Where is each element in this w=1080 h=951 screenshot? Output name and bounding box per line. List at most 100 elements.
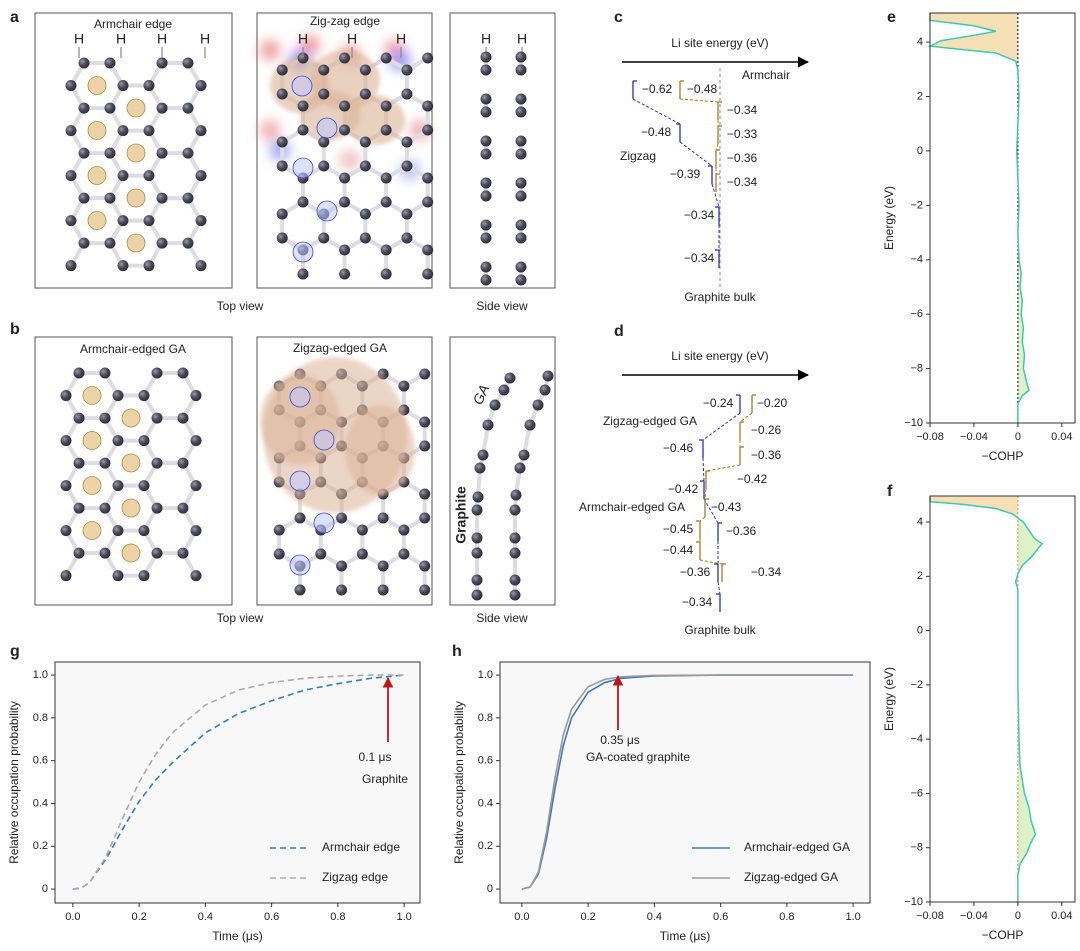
atom — [377, 512, 389, 524]
level-label: −0.34 — [751, 565, 782, 579]
atom — [515, 106, 527, 118]
atom — [104, 102, 116, 114]
y-axis-title: Relative occupation probability — [7, 701, 21, 864]
atom — [143, 170, 155, 182]
atom — [99, 502, 111, 514]
li-site — [87, 121, 107, 140]
li-site — [316, 117, 338, 139]
ga-label: GA — [469, 382, 492, 407]
level-label: −0.20 — [757, 396, 788, 410]
atom — [151, 412, 163, 424]
level-label: −0.36 — [726, 524, 757, 538]
atom — [471, 532, 483, 544]
atom — [195, 80, 207, 92]
atom — [151, 547, 163, 559]
atom — [422, 268, 434, 280]
y-tick-label: 1.0 — [33, 669, 48, 681]
x-axis-title: −COHP — [982, 449, 1024, 463]
level-link — [739, 412, 753, 423]
atom — [419, 584, 431, 596]
atom — [377, 584, 389, 596]
level-label: −0.34 — [684, 251, 715, 265]
atom — [177, 367, 189, 379]
atom — [190, 525, 202, 537]
atom — [380, 124, 392, 136]
x-tick-label: 0.6 — [264, 911, 279, 923]
li-site — [292, 157, 314, 179]
atom — [78, 57, 90, 69]
atom — [514, 462, 526, 474]
level-link — [702, 412, 741, 441]
y-tick-label: 0 — [42, 883, 48, 895]
legend-label: Armchair-edged GA — [744, 840, 850, 854]
atom — [401, 232, 413, 244]
atom — [73, 412, 85, 424]
legend-label: Zigzag edge — [322, 870, 388, 884]
atom — [112, 435, 124, 447]
li-site — [87, 211, 107, 230]
atom — [422, 196, 434, 208]
density-spot — [340, 150, 360, 170]
atom — [398, 548, 410, 560]
level-label: −0.24 — [703, 396, 734, 410]
atom — [339, 244, 351, 256]
li-site — [121, 408, 141, 428]
level-label: −0.48 — [687, 82, 718, 96]
level-link — [717, 581, 721, 595]
x-tick-label: 0.2 — [580, 911, 595, 923]
atom — [422, 172, 434, 184]
y-tick-label: −6 — [910, 787, 923, 799]
atom — [489, 399, 501, 411]
li-site — [289, 554, 311, 576]
atom — [117, 80, 129, 92]
y-tick-label: 0.6 — [478, 755, 493, 767]
atom — [532, 399, 544, 411]
atom — [359, 208, 371, 220]
atom — [65, 170, 77, 182]
li-site — [87, 76, 107, 95]
atom — [60, 435, 72, 447]
atom — [339, 124, 351, 136]
atom — [143, 260, 155, 272]
panel-label: g — [10, 643, 20, 660]
atom — [182, 192, 194, 204]
atom — [515, 274, 527, 286]
x-tick-label: 0.04 — [1051, 910, 1072, 922]
view-label: Side view — [476, 299, 528, 313]
level-link — [679, 141, 713, 167]
x-tick-label: 0.0 — [514, 911, 529, 923]
panel-label: d — [614, 323, 624, 340]
panel-label: e — [887, 9, 896, 26]
li-site — [289, 386, 311, 408]
atom — [138, 525, 150, 537]
bulk-label: Graphite bulk — [684, 290, 756, 304]
y-axis-title: Relative occupation probability — [452, 701, 466, 864]
atom — [377, 560, 389, 572]
atom — [401, 136, 413, 148]
y-tick-label: −10 — [904, 417, 923, 429]
level-link — [702, 457, 705, 482]
atom — [297, 100, 309, 112]
atom — [471, 547, 483, 559]
li-site — [292, 241, 314, 263]
x-tick-label: 0 — [1015, 431, 1021, 443]
atom — [480, 64, 492, 76]
plot-frame — [54, 661, 421, 904]
y-tick-label: 0.8 — [33, 712, 48, 724]
atom — [339, 268, 351, 280]
x-axis-title: −COHP — [982, 928, 1024, 942]
structure-box — [449, 336, 556, 606]
view-label: Top view — [217, 299, 264, 313]
annotation-sub: Graphite — [362, 772, 408, 786]
li-site — [121, 543, 141, 563]
box-title: Armchair-edged GA — [80, 342, 186, 356]
li-site — [82, 476, 102, 495]
hydrogen-label: H — [116, 31, 126, 47]
box-title: Zig-zag edge — [310, 14, 380, 28]
cohp-line — [927, 13, 1030, 423]
atom — [510, 489, 522, 501]
atom — [138, 390, 150, 402]
graphite-label: Graphite — [453, 486, 469, 544]
atom — [515, 232, 527, 244]
atom — [480, 261, 492, 273]
